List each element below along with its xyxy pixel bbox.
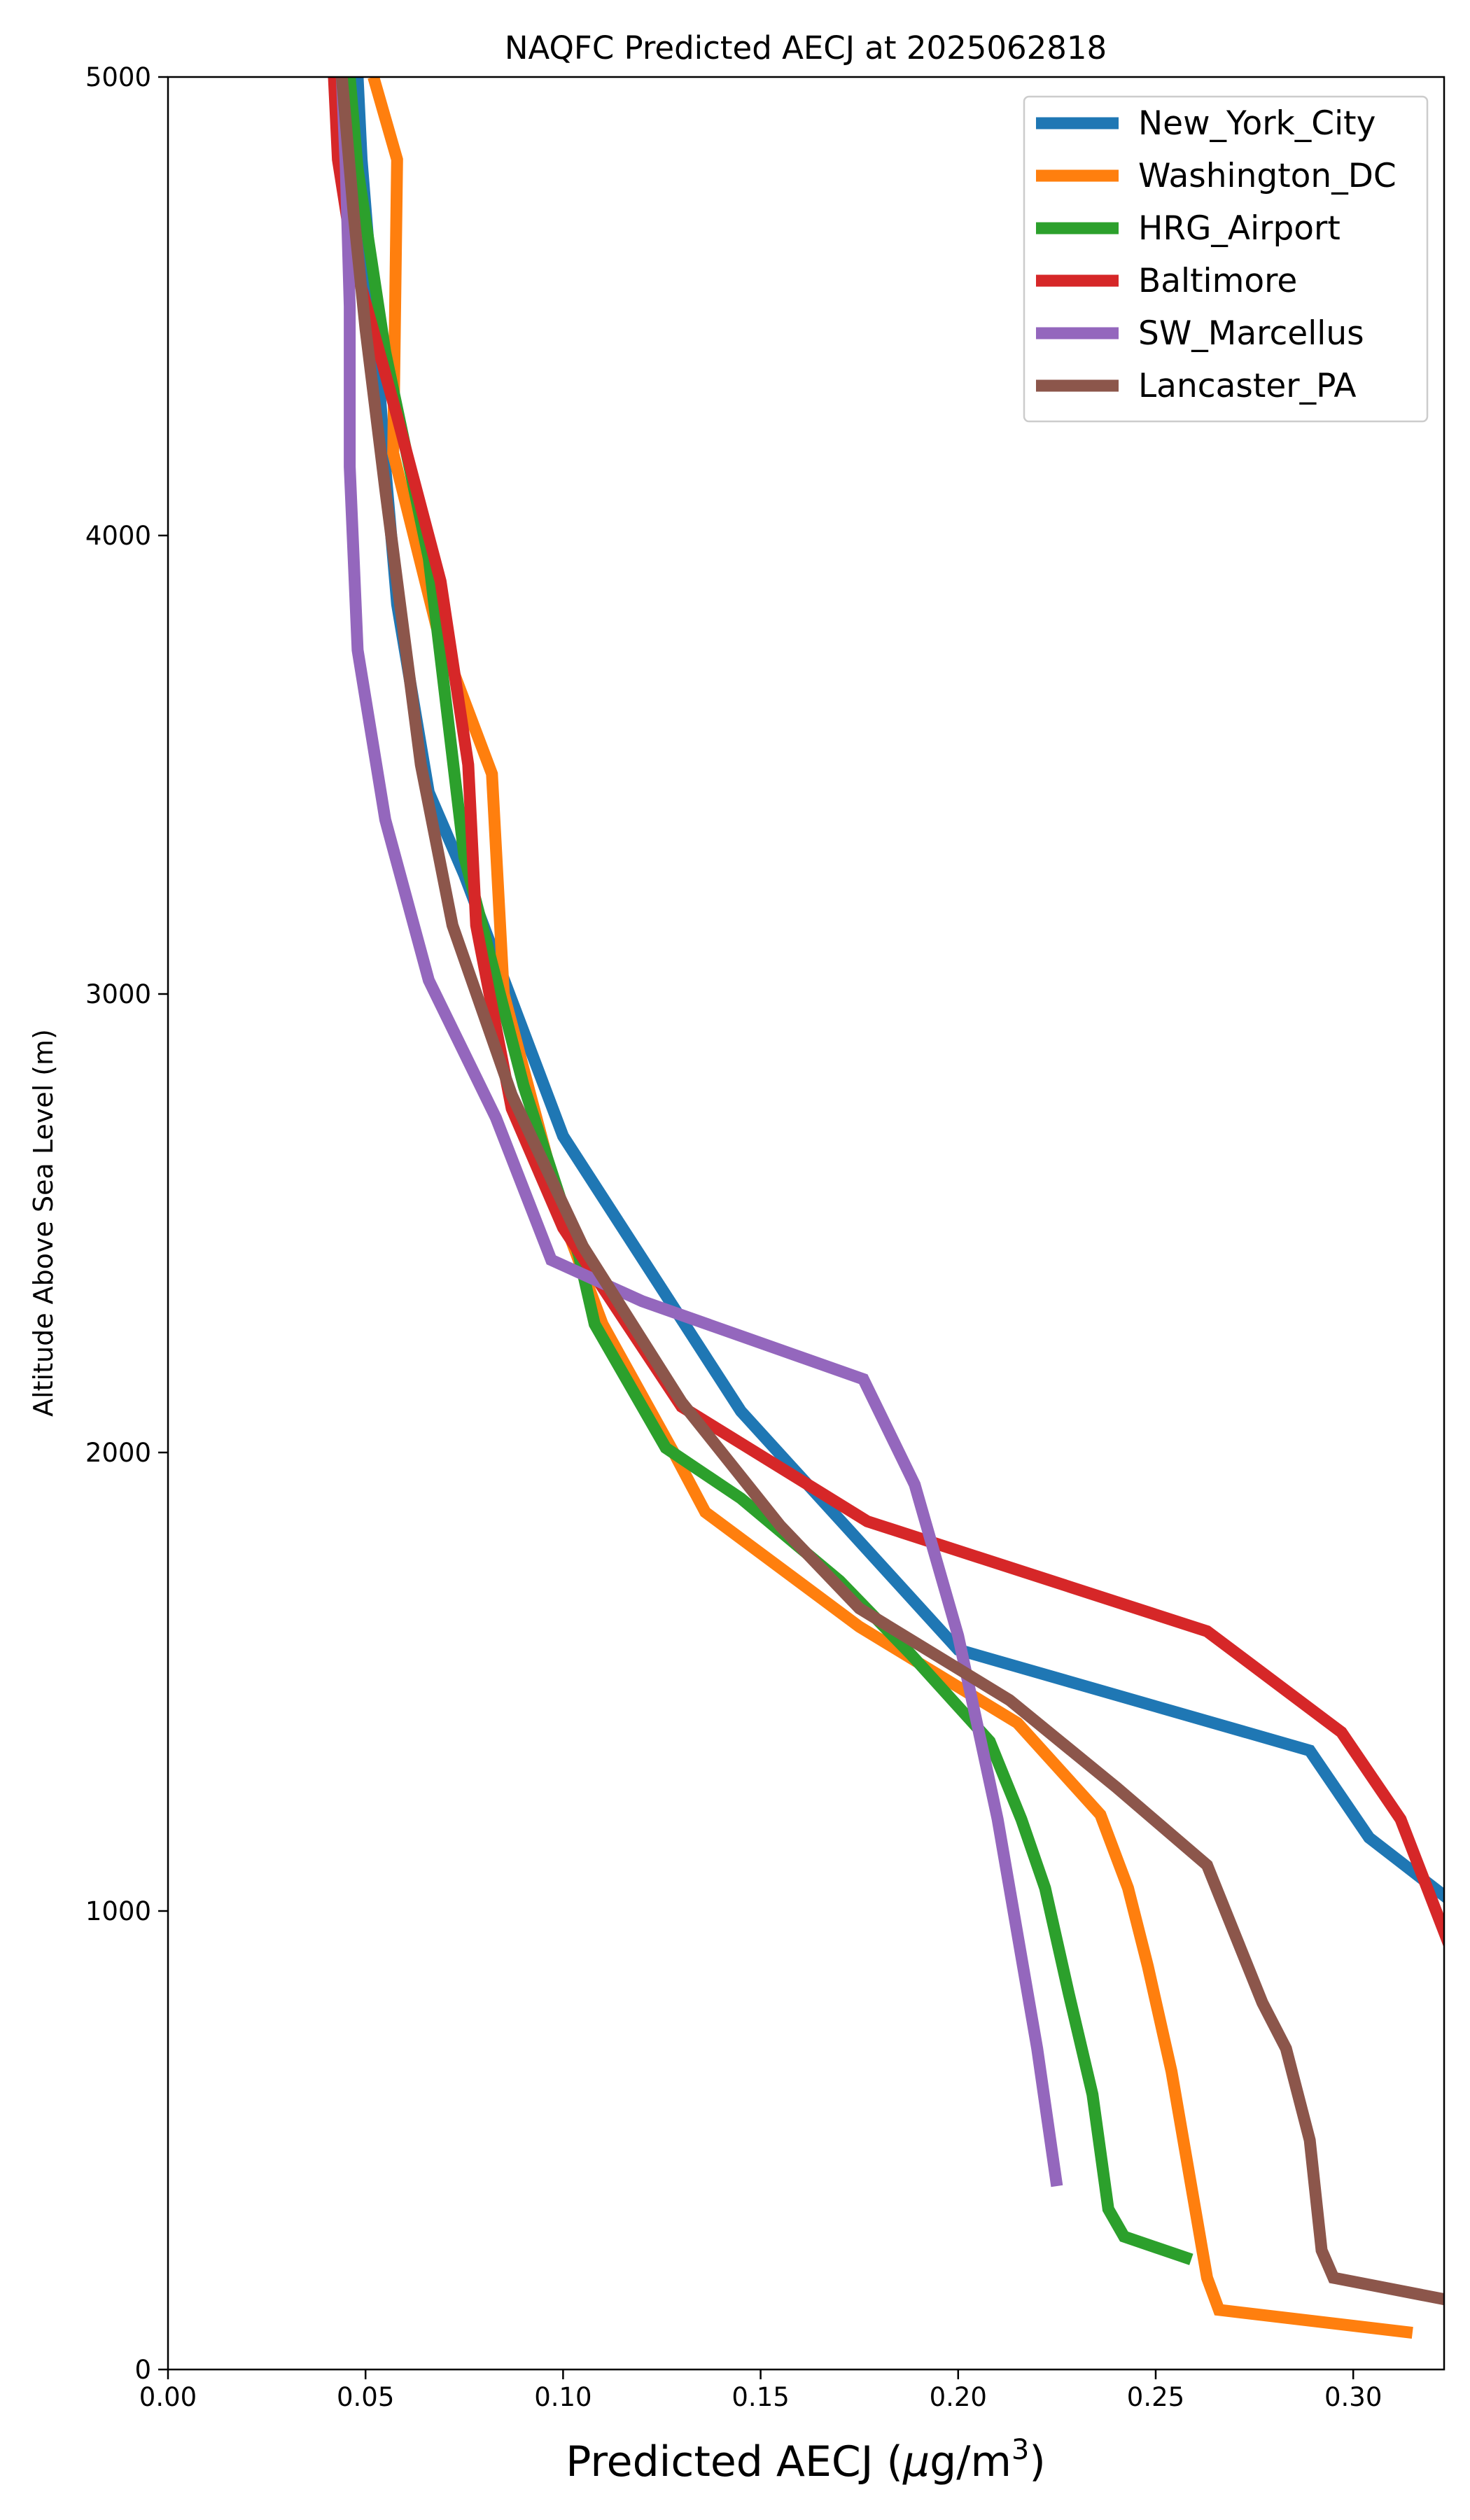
legend-label-lancaster-pa: Lancaster_PA <box>1138 367 1357 405</box>
legend-label-washington-dc: Washington_DC <box>1138 157 1396 195</box>
x-tick-label: 0.30 <box>1324 2382 1382 2412</box>
x-tick-label: 0.10 <box>534 2382 592 2412</box>
y-tick-label: 2000 <box>85 1438 151 1468</box>
y-tick-label: 5000 <box>85 62 151 92</box>
legend-label-sw-marcellus: SW_Marcellus <box>1138 314 1364 353</box>
x-tick-label: 0.00 <box>139 2382 197 2412</box>
y-tick-label: 3000 <box>85 979 151 1009</box>
x-tick-label: 0.20 <box>930 2382 987 2412</box>
y-tick-label: 0 <box>134 2355 151 2385</box>
legend-label-hrg-airport: HRG_Airport <box>1138 209 1340 248</box>
chart-title: NAQFC Predicted AECJ at 2025062818 <box>505 29 1107 66</box>
legend-box <box>1023 95 1429 423</box>
x-tick-label: 0.25 <box>1127 2382 1184 2412</box>
x-axis: 0.00 0.05 0.10 0.15 0.20 0.25 0.30 <box>139 2370 1382 2412</box>
y-tick-label: 1000 <box>85 1896 151 1926</box>
plot-area-frame <box>167 76 1446 2371</box>
y-axis-label: Altitude Above Sea Level (m) <box>28 1029 59 1417</box>
x-tick-label: 0.05 <box>337 2382 394 2412</box>
y-axis: 0 1000 2000 3000 4000 5000 <box>85 62 168 2385</box>
legend: New_York_City Washington_DC HRG_Airport Bal… <box>1023 95 1429 423</box>
x-axis-label: Predicted AECJ (μg/m3) <box>566 2434 1046 2486</box>
legend-label-baltimore: Baltimore <box>1138 262 1297 300</box>
legend-label-new-york-city: New_York_City <box>1138 104 1376 143</box>
x-tick-label: 0.15 <box>732 2382 789 2412</box>
series-line-sw-marcellus <box>335 77 1063 2188</box>
series-line-lancaster-pa <box>335 77 1444 2306</box>
y-tick-label: 4000 <box>85 521 151 551</box>
series-layer <box>328 77 1444 2339</box>
